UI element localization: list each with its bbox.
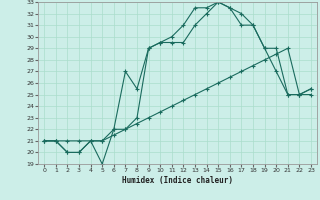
X-axis label: Humidex (Indice chaleur): Humidex (Indice chaleur) (122, 176, 233, 185)
